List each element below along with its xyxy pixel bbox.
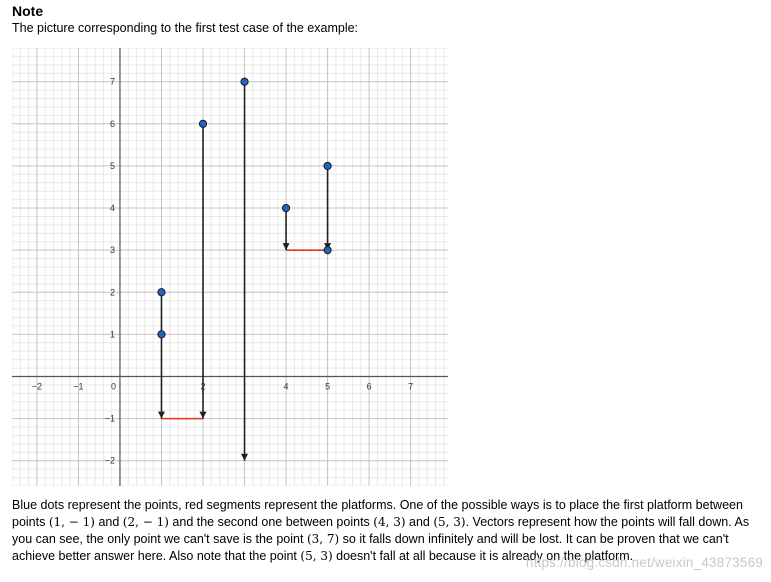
y-tick-label: −1 bbox=[105, 414, 115, 424]
y-tick-label: 6 bbox=[110, 119, 115, 129]
x-tick-label: 7 bbox=[408, 382, 413, 392]
description-text: so it falls down infinitely and will be … bbox=[12, 532, 729, 563]
y-tick-label: 7 bbox=[110, 77, 115, 87]
note-heading: Note bbox=[12, 3, 44, 19]
y-tick-label: 2 bbox=[110, 287, 115, 297]
description-text: . Vectors represent how the points will … bbox=[12, 515, 750, 546]
math-point: (4, 3) bbox=[373, 515, 406, 529]
x-tick-label: 4 bbox=[284, 382, 289, 392]
figure-caption: The picture corresponding to the first t… bbox=[12, 21, 359, 35]
y-tick-label: −2 bbox=[105, 456, 115, 466]
fall-vectors bbox=[157, 81, 332, 461]
math-point: (1, − 1) bbox=[48, 515, 95, 529]
x-tick-label: 0 bbox=[111, 382, 116, 392]
x-tick-label: −2 bbox=[32, 382, 42, 392]
blue-point bbox=[157, 330, 166, 339]
description-paragraph: Blue dots represent the points, red segm… bbox=[12, 497, 764, 565]
blue-point bbox=[157, 288, 166, 297]
description-text: and the second one between points bbox=[168, 515, 374, 529]
description-text: and bbox=[94, 515, 123, 529]
blue-point bbox=[323, 161, 332, 171]
y-tick-label: 4 bbox=[110, 203, 115, 213]
blue-point bbox=[323, 246, 332, 255]
description-text: doesn't fall at all because it is alread… bbox=[332, 549, 634, 563]
y-tick-label: 5 bbox=[110, 161, 115, 171]
math-point: (2, − 1) bbox=[122, 515, 169, 529]
watermark: https://blog.csdn.net/weixin_43873569 bbox=[525, 555, 763, 570]
y-tick-label: 1 bbox=[110, 329, 115, 339]
description-text: Blue dots represent the points, red segm… bbox=[12, 498, 743, 529]
x-tick-label: −1 bbox=[73, 382, 83, 392]
minor-grid bbox=[12, 48, 448, 486]
platforms bbox=[161, 249, 328, 420]
blue-point bbox=[240, 77, 249, 86]
x-tick-label: 6 bbox=[367, 382, 372, 392]
description-text: and bbox=[405, 515, 434, 529]
x-tick-label: 5 bbox=[325, 382, 330, 392]
points bbox=[157, 77, 332, 339]
y-tick-label: 3 bbox=[110, 245, 115, 255]
math-point: (3, 7) bbox=[306, 532, 340, 546]
math-point: (5, 3) bbox=[300, 549, 333, 563]
blue-point bbox=[281, 203, 291, 213]
blue-point bbox=[198, 119, 208, 128]
math-point: (5, 3) bbox=[433, 515, 466, 529]
